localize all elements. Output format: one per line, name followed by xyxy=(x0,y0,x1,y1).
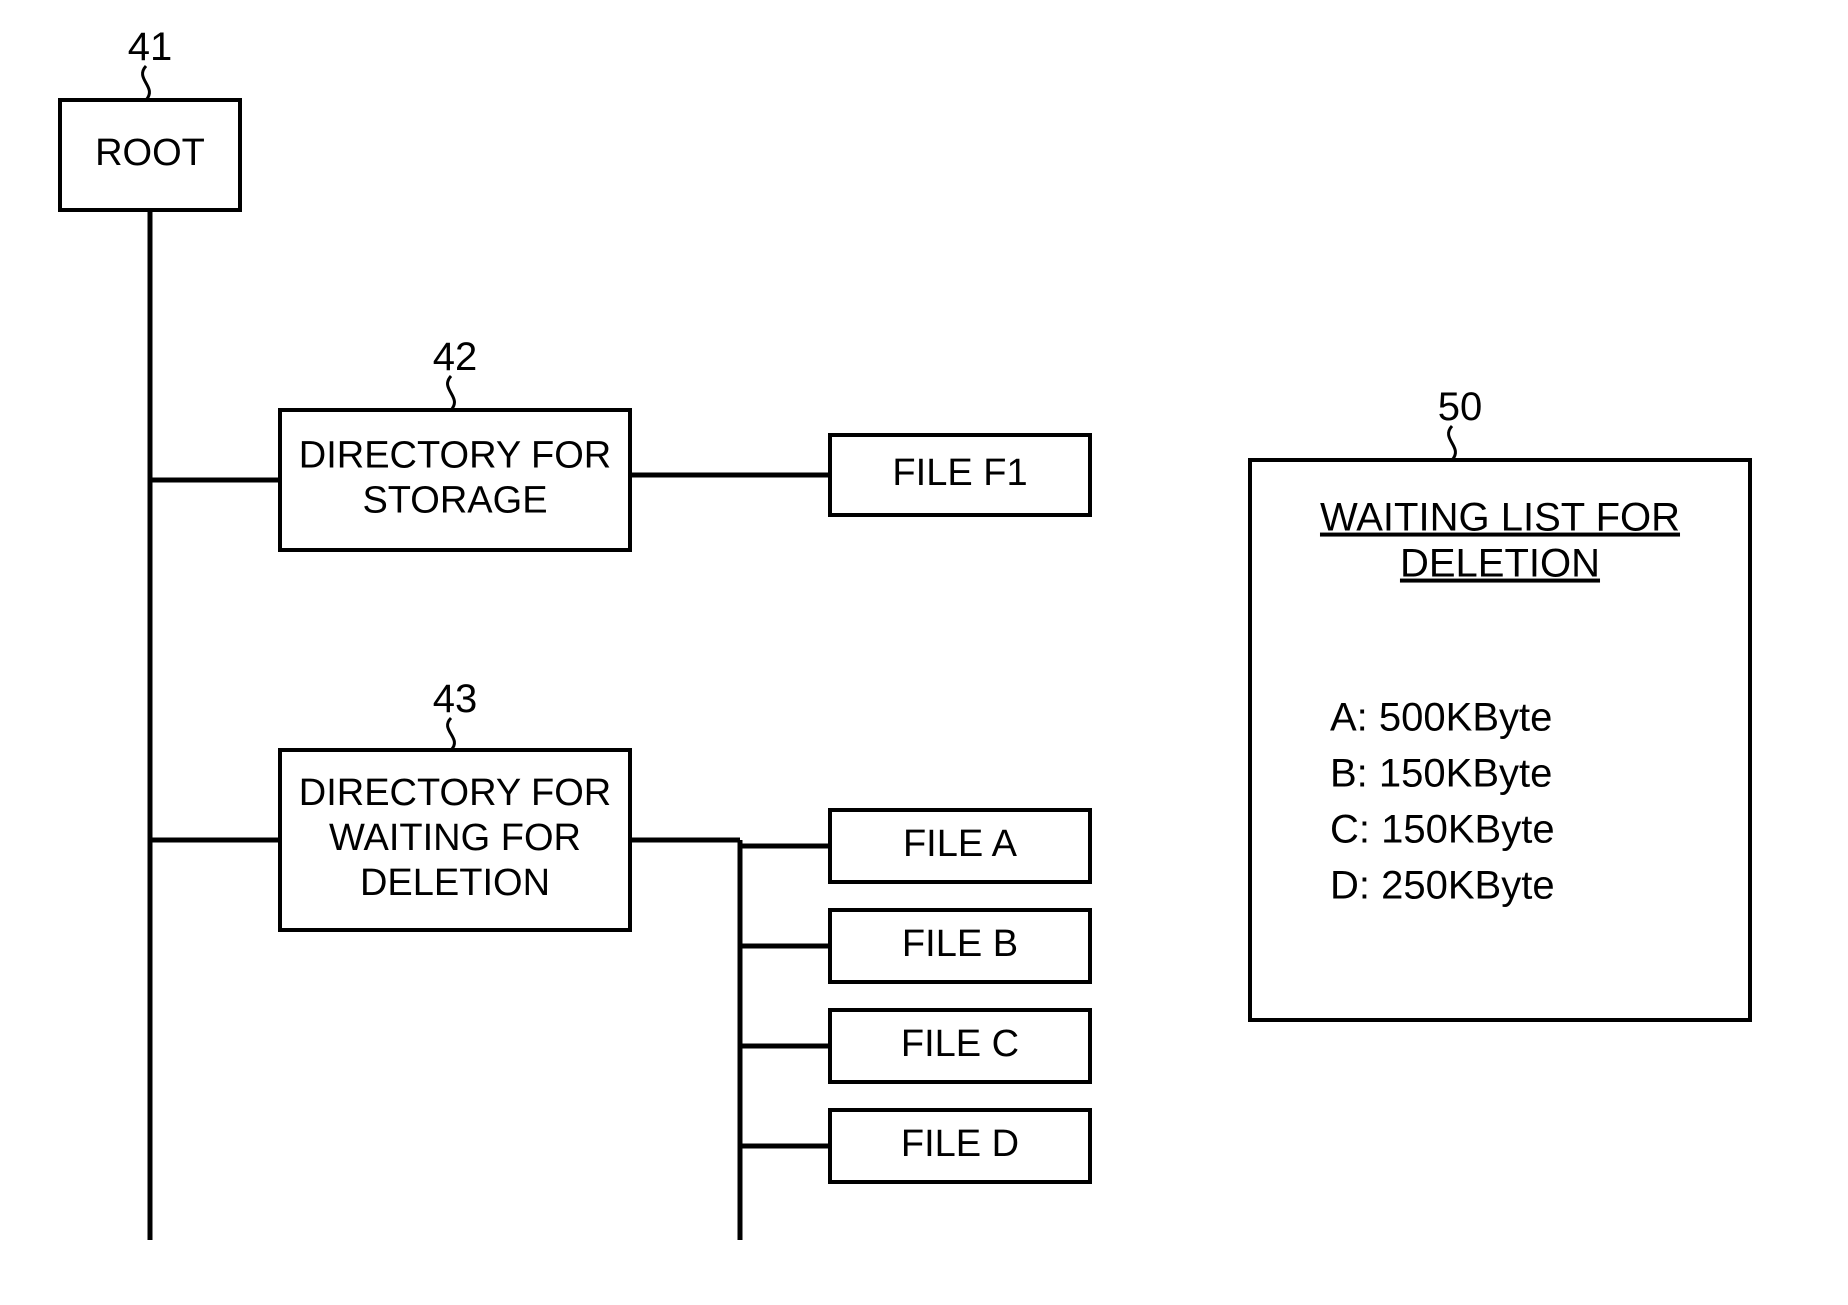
node-fileD-label-0: FILE D xyxy=(901,1123,1019,1165)
node-fileA-label-0: FILE A xyxy=(903,823,1018,865)
node-dirB-ref: 43 xyxy=(433,677,478,721)
node-fileD: FILE D xyxy=(830,1110,1090,1182)
node-fileC: FILE C xyxy=(830,1010,1090,1082)
node-dirB-label-0: DIRECTORY FOR xyxy=(299,772,612,814)
node-fileB: FILE B xyxy=(830,910,1090,982)
waiting-list-item-2: C: 150KByte xyxy=(1330,808,1555,852)
node-fileB-label-0: FILE B xyxy=(902,923,1018,965)
node-root-ref: 41 xyxy=(128,25,173,69)
node-dirA-label-0: DIRECTORY FOR xyxy=(299,435,612,477)
node-root: ROOT 41 xyxy=(60,25,240,210)
waiting-list-panel: 50 WAITING LIST FORDELETION A: 500KByte B: … xyxy=(1250,385,1750,1020)
waiting-list-ref-leader xyxy=(1449,426,1456,460)
waiting-list-ref: 50 xyxy=(1438,385,1483,429)
waiting-list-item-1: B: 150KByte xyxy=(1330,752,1552,796)
node-root-label-0: ROOT xyxy=(95,132,205,174)
node-dirB-ref-leader xyxy=(448,718,455,750)
node-fileF1-label-0: FILE F1 xyxy=(892,452,1027,494)
node-fileC-label-0: FILE C xyxy=(901,1023,1019,1065)
node-root-ref-leader xyxy=(143,66,150,100)
node-dirB-label-1: WAITING FOR xyxy=(329,817,581,859)
waiting-list-item-0: A: 500KByte xyxy=(1330,696,1552,740)
node-dirA-ref: 42 xyxy=(433,335,478,379)
node-dirB-label-2: DELETION xyxy=(360,862,550,904)
node-dirA-ref-leader xyxy=(448,376,455,410)
waiting-list-item-3: D: 250KByte xyxy=(1330,864,1555,908)
node-dirA-label-1: STORAGE xyxy=(362,479,547,521)
node-dirA: DIRECTORY FORSTORAGE 42 xyxy=(280,335,630,550)
waiting-list-title-1: DELETION xyxy=(1400,542,1600,586)
node-fileA: FILE A xyxy=(830,810,1090,882)
node-fileF1: FILE F1 xyxy=(830,435,1090,515)
waiting-list-title-0: WAITING LIST FOR xyxy=(1320,496,1680,540)
node-dirB: DIRECTORY FORWAITING FORDELETION 43 xyxy=(280,677,630,930)
